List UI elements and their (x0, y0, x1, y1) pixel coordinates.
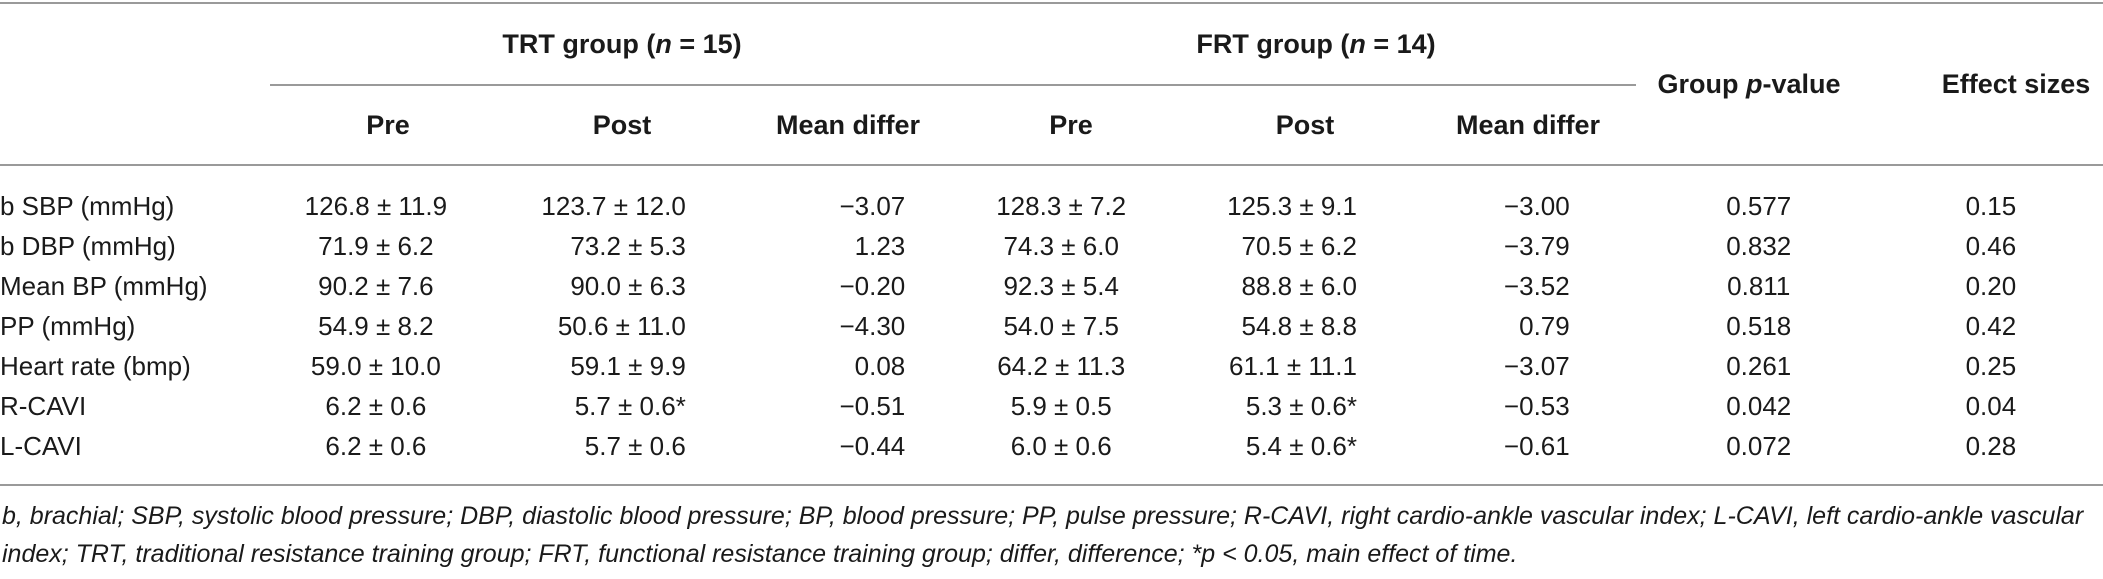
row-label: Heart rate (bmp) (0, 351, 191, 381)
trt-group-header: TRT group (n = 15) (502, 29, 742, 59)
effect-size-cell: 0.20 (1965, 271, 2017, 301)
row-label: b DBP (mmHg) (0, 231, 176, 261)
trt-pre-cell: 6.2 ± 0.6 (325, 391, 427, 421)
frt-pre-header: Pre (1049, 110, 1093, 140)
results-table: b SBP (mmHg) 126.8 ± 11.9 123.7 ± 12.0 −… (0, 186, 2103, 466)
row-label: Mean BP (mmHg) (0, 271, 208, 301)
trt-diff-cell: −3.07 (839, 191, 906, 221)
p-value-cell: 0.811 (1727, 271, 1791, 301)
table-row: R-CAVI 6.2 ± 0.6 5.7 ± 0.6* −0.51 5.9 ± … (0, 386, 2103, 426)
trt-pre-cell: 90.2 ± 7.6 (318, 271, 434, 301)
p-value-cell: 0.518 (1726, 311, 1792, 341)
trt-pre-cell: 71.9 ± 6.2 (318, 231, 434, 261)
p-value-cell: 0.261 (1726, 351, 1792, 381)
frt-pre-cell: 64.2 ± 11.3 (997, 351, 1126, 381)
frt-pre-cell: 128.3 ± 7.2 (996, 191, 1127, 221)
trt-pre-cell: 126.8 ± 11.9 (304, 191, 448, 221)
table-footnote: b, brachial; SBP, systolic blood pressur… (2, 502, 2084, 568)
trt-post-cell: 90.0 ± 6.3 (570, 271, 686, 301)
trt-pre-cell: 54.9 ± 8.2 (318, 311, 434, 341)
frt-mean-differ-header: Mean differ (1455, 110, 1601, 140)
frt-diff-cell: 0.79 (1519, 311, 1570, 341)
frt-pre-cell: 54.0 ± 7.5 (1003, 311, 1119, 341)
group-p-value-header: Group p-value (1657, 69, 1841, 99)
trt-diff-cell: 1.23 (854, 231, 906, 261)
frt-post-cell: 70.5 ± 6.2 (1241, 231, 1357, 261)
row-label: b SBP (mmHg) (0, 191, 175, 221)
trt-post-cell: 59.1 ± 9.9 (570, 351, 686, 381)
frt-diff-cell: −0.53 (1503, 391, 1570, 421)
effect-size-cell: 0.04 (1965, 391, 2017, 421)
table-row: L-CAVI 6.2 ± 0.6 5.7 ± 0.6 −0.44 6.0 ± 0… (0, 426, 2103, 466)
table-row: b DBP (mmHg) 71.9 ± 6.2 73.2 ± 5.3 1.23 … (0, 226, 2103, 266)
effect-size-cell: 0.28 (1965, 431, 2017, 461)
effect-size-cell: 0.25 (1965, 351, 2017, 381)
trt-diff-cell: −0.44 (839, 431, 906, 461)
frt-pre-cell: 6.0 ± 0.6 (1010, 431, 1112, 461)
trt-post-cell: 5.7 ± 0.6* (574, 391, 686, 421)
frt-post-cell: 5.3 ± 0.6* (1245, 391, 1357, 421)
trt-diff-cell: 0.08 (854, 351, 906, 381)
trt-post-cell: 5.7 ± 0.6 (584, 431, 686, 461)
frt-post-cell: 5.4 ± 0.6* (1245, 431, 1357, 461)
effect-size-cell: 0.42 (1965, 311, 2017, 341)
frt-post-cell: 54.8 ± 8.8 (1241, 311, 1357, 341)
frt-post-cell: 125.3 ± 9.1 (1227, 191, 1357, 221)
trt-pre-header: Pre (366, 110, 410, 140)
frt-post-cell: 88.8 ± 6.0 (1241, 271, 1357, 301)
header-bottom-rule (0, 164, 2103, 166)
trt-diff-cell: −0.51 (839, 391, 906, 421)
trt-mean-differ-header: Mean differ (775, 110, 921, 140)
table-row: PP (mmHg) 54.9 ± 8.2 50.6 ± 11.0 −4.30 5… (0, 306, 2103, 346)
trt-diff-cell: −4.30 (839, 311, 906, 341)
trt-diff-cell: −0.20 (839, 271, 906, 301)
group-header-rule (270, 84, 1636, 86)
frt-pre-cell: 5.9 ± 0.5 (1010, 391, 1112, 421)
table-row: b SBP (mmHg) 126.8 ± 11.9 123.7 ± 12.0 −… (0, 186, 2103, 226)
frt-group-header: FRT group (n = 14) (1196, 29, 1436, 59)
table-row: Heart rate (bmp) 59.0 ± 10.0 59.1 ± 9.9 … (0, 346, 2103, 386)
table-row: Mean BP (mmHg) 90.2 ± 7.6 90.0 ± 6.3 −0.… (0, 266, 2103, 306)
frt-post-cell: 61.1 ± 11.1 (1229, 351, 1357, 381)
row-label: R-CAVI (0, 391, 87, 421)
trt-post-header: Post (592, 110, 652, 140)
trt-post-cell: 123.7 ± 12.0 (541, 191, 686, 221)
trt-pre-cell: 59.0 ± 10.0 (310, 351, 441, 381)
trt-post-cell: 50.6 ± 11.0 (557, 311, 686, 341)
table-top-rule (0, 2, 2103, 4)
p-value-cell: 0.832 (1726, 231, 1792, 261)
p-value-cell: 0.072 (1726, 431, 1792, 461)
frt-pre-cell: 92.3 ± 5.4 (1003, 271, 1119, 301)
p-value-cell: 0.042 (1726, 391, 1792, 421)
effect-sizes-header: Effect sizes (1941, 69, 2091, 99)
frt-post-header: Post (1275, 110, 1335, 140)
table-bottom-rule (0, 484, 2103, 486)
effect-size-cell: 0.15 (1965, 191, 2017, 221)
p-value-cell: 0.577 (1726, 191, 1792, 221)
frt-diff-cell: −3.00 (1503, 191, 1570, 221)
frt-diff-cell: −3.07 (1503, 351, 1570, 381)
trt-post-cell: 73.2 ± 5.3 (570, 231, 686, 261)
row-label: L-CAVI (0, 431, 82, 461)
frt-diff-cell: −0.61 (1503, 431, 1570, 461)
row-label: PP (mmHg) (0, 311, 136, 341)
trt-pre-cell: 6.2 ± 0.6 (325, 431, 427, 461)
frt-pre-cell: 74.3 ± 6.0 (1003, 231, 1119, 261)
frt-diff-cell: −3.52 (1503, 271, 1570, 301)
effect-size-cell: 0.46 (1965, 231, 2017, 261)
frt-diff-cell: −3.79 (1503, 231, 1570, 261)
